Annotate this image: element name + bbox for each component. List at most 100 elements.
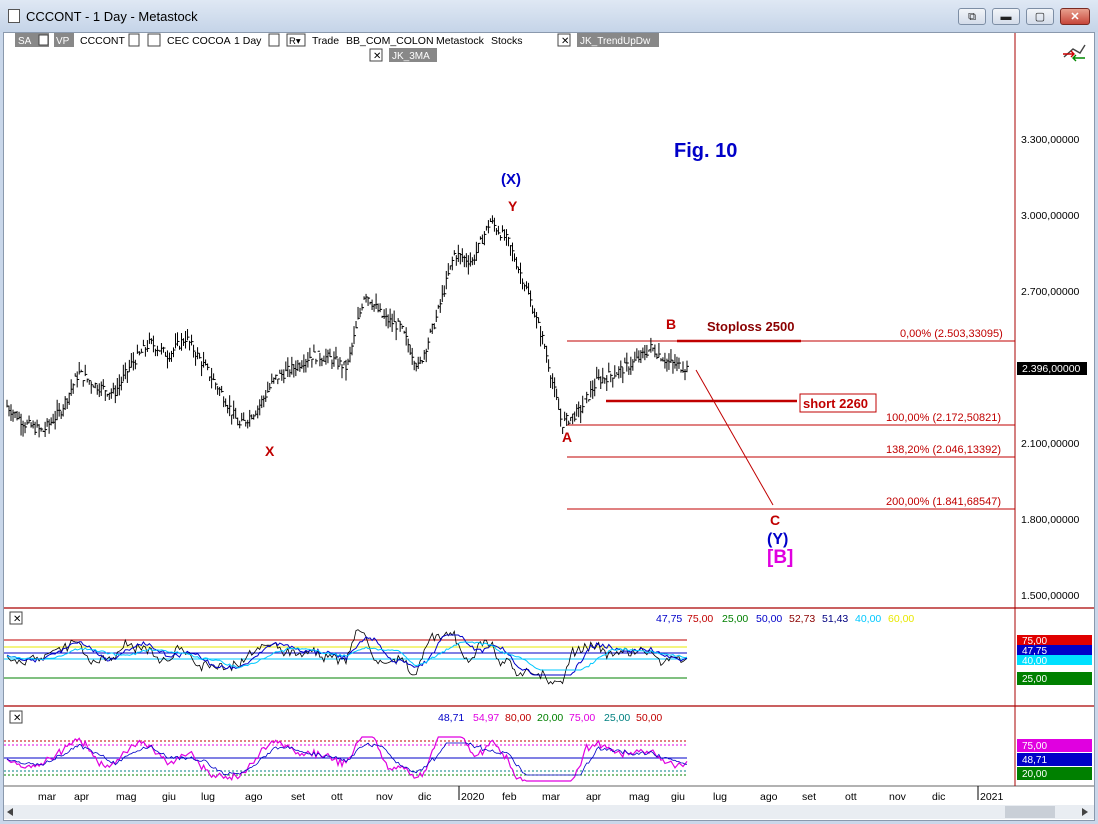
fib-label: 0,00% (2.503,33095) (900, 328, 1003, 340)
price-tick: 2.100,00000 (1021, 438, 1080, 450)
ind2-line-blue (6, 742, 688, 776)
vp-button[interactable] (54, 33, 74, 47)
close-icon: ✕ (373, 51, 381, 62)
close-icon: ✕ (13, 713, 21, 724)
time-tick: set (802, 791, 816, 803)
chart-toolbar: SA VP CCCONT CEC COCOA 1 Day R▾ Trade BB… (15, 33, 659, 62)
close-indicator2-button[interactable] (369, 48, 383, 62)
time-tick: ott (331, 791, 343, 803)
wave-b-label: B (666, 316, 676, 332)
time-tick: nov (376, 791, 394, 803)
period-label: 1 Day (234, 35, 262, 47)
projection-line[interactable] (695, 369, 774, 506)
close-icon: ✕ (13, 614, 21, 625)
close-panel2-button[interactable] (9, 710, 23, 724)
scroll-left-icon[interactable] (7, 808, 13, 816)
instrument-toggle[interactable] (147, 33, 161, 47)
close-panel1-button[interactable] (9, 611, 23, 625)
vp-label: VP (56, 36, 70, 47)
wave-x-low-label: X (265, 443, 275, 459)
price-axis: 3.300,00000 3.000,00000 2.700,00000 2.10… (1017, 134, 1087, 602)
close-icon: ✕ (561, 36, 569, 47)
time-tick: 2020 (461, 791, 485, 803)
minimize-button[interactable]: ▬ (992, 8, 1020, 25)
ind2-value: 25,00 (604, 712, 630, 724)
short-label: short 2260 (803, 396, 868, 411)
ind2-line-magenta (6, 736, 688, 782)
fib-levels (567, 340, 1015, 510)
ind1-value: 40,00 (855, 613, 881, 625)
symbol-label: CCCONT (80, 35, 125, 47)
time-tick: lug (713, 791, 727, 803)
chart-svg: SA VP CCCONT CEC COCOA 1 Day R▾ Trade BB… (4, 33, 1094, 819)
wave-y-label: Y (508, 198, 518, 214)
wave-labels: Fig. 10 (X) Y X A B C (Y) [B] (265, 140, 793, 568)
indicator1-tag[interactable] (577, 33, 659, 47)
maximize-button[interactable]: ▢ (1026, 8, 1054, 25)
ind1-axis-badge-47 (1017, 645, 1092, 655)
scrollbar-track[interactable] (4, 805, 1094, 819)
time-tick: apr (74, 791, 90, 803)
time-tick: ago (760, 791, 778, 803)
time-tick: giu (671, 791, 685, 803)
wave-a-label: A (562, 429, 572, 445)
ind1-axis-badge-25 (1017, 672, 1092, 685)
time-tick: ago (245, 791, 263, 803)
wave-x-label: (X) (501, 171, 521, 188)
chevron-down-icon[interactable] (38, 34, 49, 46)
time-tick: lug (201, 791, 215, 803)
fib-label: 100,00% (2.172,50821) (886, 412, 1001, 424)
fib-label: 200,00% (1.841,68547) (886, 496, 1001, 508)
ind2-value: 54,97 (473, 712, 499, 724)
ind1-axis-label: 25,00 (1022, 674, 1047, 685)
ind2-value: 50,00 (636, 712, 662, 724)
price-tick: 3.300,00000 (1021, 134, 1080, 146)
time-tick: giu (162, 791, 176, 803)
ind2-value: 75,00 (569, 712, 595, 724)
price-tick: 2.700,00000 (1021, 286, 1080, 298)
ind2-axis-label: 20,00 (1022, 769, 1047, 780)
trade-label: Trade (312, 35, 339, 47)
period-dropdown[interactable] (268, 33, 280, 47)
short-box (799, 393, 877, 413)
close-button[interactable]: ✕ (1060, 8, 1090, 25)
horizontal-scrollbar[interactable] (4, 805, 1094, 819)
ind2-value: 48,71 (438, 712, 464, 724)
scrollbar-thumb[interactable] (1005, 806, 1055, 818)
ind1-value: 75,00 (687, 613, 713, 625)
ind1-axis-badge-75 (1017, 635, 1092, 645)
time-tick: nov (889, 791, 907, 803)
ind1-value: 50,00 (756, 613, 782, 625)
price-tick: 3.000,00000 (1021, 210, 1080, 222)
ind1-line-blue (6, 634, 688, 676)
restore-button[interactable]: ⧉ (958, 8, 986, 25)
time-tick: feb (502, 791, 517, 803)
current-price-badge (1017, 362, 1087, 375)
indicator2-label: JK_3MA (392, 51, 430, 62)
ind2-axis-label: 48,71 (1022, 755, 1047, 766)
ind1-axis-label: 40,00 (1022, 656, 1047, 667)
connection-icon[interactable] (1063, 44, 1086, 62)
current-price-label: 2.396,00000 (1022, 363, 1081, 375)
indicator2-tag[interactable] (389, 48, 437, 62)
ind1-axis-badge-40 (1017, 655, 1092, 665)
ind1-value: 51,43 (822, 613, 848, 625)
price-bars (6, 215, 689, 438)
wave-c-label: C (770, 512, 780, 528)
time-tick: dic (932, 791, 945, 803)
chart-area[interactable]: SA VP CCCONT CEC COCOA 1 Day R▾ Trade BB… (3, 32, 1095, 821)
wave-b-big-label: [B] (767, 547, 793, 568)
ind1-axis-label: 75,00 (1022, 636, 1047, 647)
time-axis: mar apr mag giu lug ago set ott nov dic … (38, 791, 1004, 803)
indicator1-panel: ✕ 47,75 75,00 25,00 50,00 52,73 51,43 40… (4, 611, 1092, 685)
symbol-dropdown[interactable] (128, 33, 140, 47)
ind2-axis-label: 75,00 (1022, 741, 1047, 752)
scroll-right-icon[interactable] (1082, 808, 1088, 816)
window-title: CCCONT - 1 Day - Metastock (26, 9, 198, 24)
fib-label: 138,20% (2.046,13392) (886, 444, 1001, 456)
stoploss-label: Stoploss 2500 (707, 319, 794, 334)
time-tick: mar (38, 791, 57, 803)
time-tick: apr (586, 791, 602, 803)
r-dropdown[interactable] (286, 33, 306, 47)
close-indicator1-button[interactable] (557, 33, 571, 47)
